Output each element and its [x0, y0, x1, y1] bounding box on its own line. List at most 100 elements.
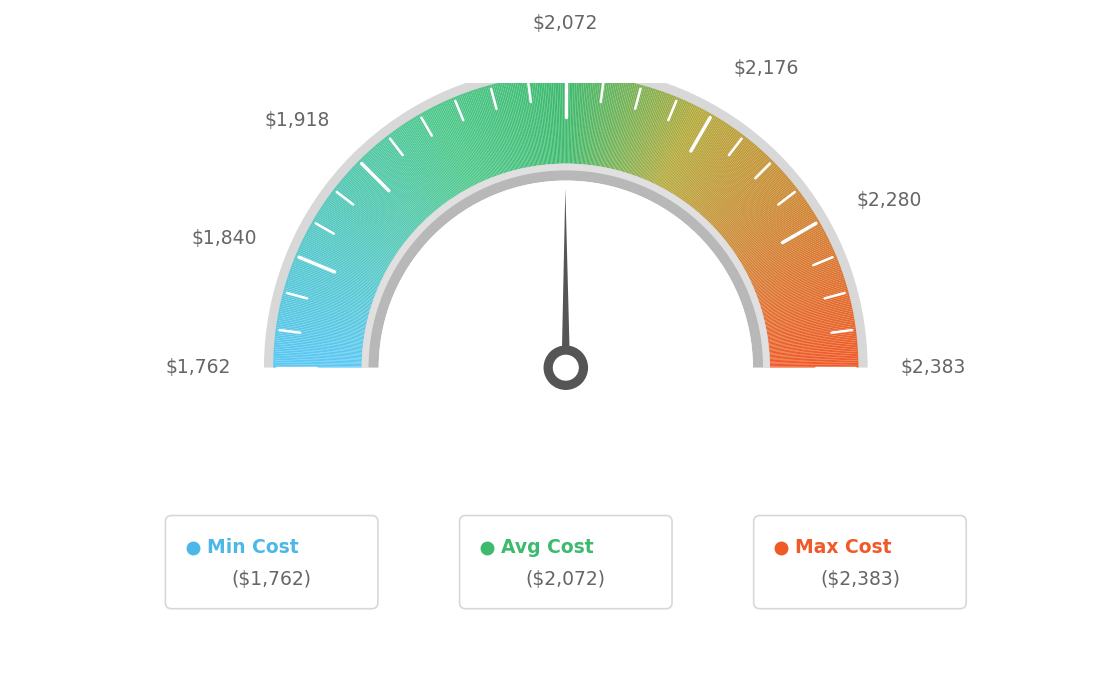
- Wedge shape: [312, 220, 390, 266]
- Wedge shape: [761, 281, 846, 308]
- Wedge shape: [363, 156, 425, 221]
- Wedge shape: [767, 318, 854, 335]
- Wedge shape: [740, 215, 817, 263]
- Wedge shape: [375, 145, 434, 213]
- Wedge shape: [618, 85, 643, 170]
- Text: ($1,762): ($1,762): [232, 571, 311, 589]
- Wedge shape: [571, 75, 575, 164]
- Wedge shape: [396, 128, 449, 201]
- Wedge shape: [274, 340, 362, 350]
- Wedge shape: [400, 126, 452, 199]
- Wedge shape: [544, 76, 552, 164]
- Wedge shape: [344, 175, 412, 235]
- Wedge shape: [491, 84, 516, 170]
- Wedge shape: [279, 308, 367, 327]
- Wedge shape: [716, 170, 783, 231]
- Wedge shape: [769, 364, 859, 366]
- Wedge shape: [304, 237, 383, 277]
- Wedge shape: [274, 353, 362, 359]
- Wedge shape: [417, 115, 463, 192]
- Wedge shape: [712, 164, 776, 226]
- Wedge shape: [414, 117, 460, 193]
- Wedge shape: [276, 329, 363, 342]
- Wedge shape: [321, 206, 395, 256]
- Wedge shape: [730, 193, 802, 247]
- Wedge shape: [279, 306, 367, 326]
- Wedge shape: [649, 101, 687, 182]
- Wedge shape: [700, 147, 760, 215]
- Wedge shape: [733, 200, 807, 252]
- Wedge shape: [681, 127, 733, 200]
- Wedge shape: [564, 75, 566, 164]
- Wedge shape: [566, 75, 567, 164]
- Wedge shape: [714, 168, 781, 229]
- Text: $1,840: $1,840: [191, 230, 256, 248]
- Wedge shape: [629, 90, 658, 174]
- Wedge shape: [592, 77, 604, 166]
- Wedge shape: [728, 188, 798, 244]
- Wedge shape: [353, 165, 418, 227]
- Wedge shape: [628, 89, 656, 174]
- Wedge shape: [443, 101, 481, 183]
- Wedge shape: [336, 186, 406, 242]
- Wedge shape: [645, 98, 680, 180]
- Wedge shape: [736, 208, 811, 257]
- Wedge shape: [595, 78, 609, 166]
- Wedge shape: [506, 81, 526, 168]
- Wedge shape: [489, 85, 513, 170]
- Wedge shape: [667, 113, 712, 190]
- Wedge shape: [461, 94, 495, 177]
- Wedge shape: [399, 127, 450, 200]
- Wedge shape: [274, 346, 362, 353]
- Wedge shape: [643, 97, 677, 179]
- Wedge shape: [702, 150, 762, 217]
- Wedge shape: [765, 308, 852, 327]
- Wedge shape: [769, 353, 858, 359]
- Wedge shape: [671, 117, 718, 193]
- Wedge shape: [290, 268, 374, 299]
- Wedge shape: [322, 204, 397, 254]
- Wedge shape: [341, 179, 411, 237]
- Wedge shape: [278, 311, 365, 329]
- Wedge shape: [651, 102, 690, 183]
- Wedge shape: [769, 348, 858, 355]
- Wedge shape: [468, 91, 499, 175]
- Wedge shape: [758, 272, 843, 302]
- Wedge shape: [604, 80, 623, 168]
- FancyBboxPatch shape: [754, 515, 966, 609]
- Wedge shape: [411, 119, 458, 195]
- Wedge shape: [418, 114, 464, 191]
- Wedge shape: [764, 300, 851, 322]
- Wedge shape: [694, 141, 752, 210]
- Wedge shape: [762, 288, 848, 313]
- Wedge shape: [718, 171, 784, 232]
- Wedge shape: [576, 75, 582, 164]
- Wedge shape: [330, 193, 402, 247]
- Wedge shape: [709, 158, 772, 222]
- Wedge shape: [319, 209, 394, 258]
- Wedge shape: [696, 142, 754, 211]
- Wedge shape: [561, 75, 563, 164]
- Wedge shape: [316, 214, 392, 262]
- Wedge shape: [432, 107, 474, 186]
- Wedge shape: [752, 246, 832, 284]
- Wedge shape: [769, 366, 859, 368]
- Wedge shape: [599, 79, 615, 166]
- Wedge shape: [296, 253, 378, 289]
- Wedge shape: [280, 302, 367, 323]
- Wedge shape: [317, 213, 393, 261]
- Wedge shape: [426, 110, 470, 188]
- Wedge shape: [528, 77, 540, 166]
- Wedge shape: [648, 100, 686, 181]
- Wedge shape: [385, 137, 440, 207]
- Wedge shape: [615, 84, 638, 170]
- Wedge shape: [766, 313, 853, 331]
- Wedge shape: [455, 97, 489, 179]
- Wedge shape: [614, 83, 637, 170]
- Wedge shape: [746, 230, 825, 273]
- Wedge shape: [661, 110, 705, 188]
- Wedge shape: [699, 146, 758, 214]
- Wedge shape: [672, 118, 720, 194]
- Wedge shape: [769, 340, 858, 350]
- Wedge shape: [275, 338, 363, 348]
